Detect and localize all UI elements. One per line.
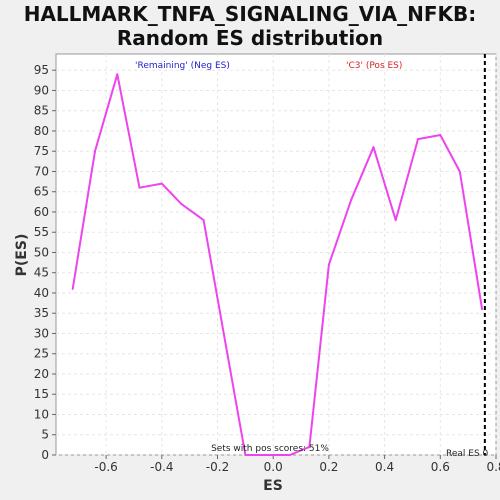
series-layer [71,73,484,456]
data-point [93,150,96,153]
y-tick-label: 55 [34,225,49,239]
y-tick-label: 70 [34,164,49,178]
y-tick-label: 50 [34,245,49,259]
data-point [202,219,205,222]
data-point [417,138,420,141]
x-tick-label: 0.2 [319,460,338,474]
data-point [481,308,484,311]
data-point [372,146,375,149]
y-tick-label: 45 [34,266,49,280]
data-point [138,186,141,189]
y-axis-ticks: 0 5 10 15 20 25 30 35 40 45 50 55 60 65 70 75 80 85 90 95 [34,63,56,462]
x-tick-label: -0.6 [94,460,117,474]
y-tick-label: 30 [34,326,49,340]
y-tick-label: 10 [34,407,49,421]
x-tick-label: -0.2 [206,460,229,474]
x-axis-ticks: -0.6 -0.4 -0.2 0.0 0.2 0.4 0.6 0.8 [94,455,500,474]
series-line-0 [71,73,484,456]
x-tick-label: 0.8 [486,460,500,474]
data-point [266,454,269,456]
chart-title-line1: HALLMARK_TNFA_SIGNALING_VIA_NFKB: [23,2,477,26]
x-tick-label: 0.4 [375,460,394,474]
y-tick-label: 65 [34,185,49,199]
data-point [180,202,183,205]
data-point [71,287,74,290]
data-point [244,454,247,456]
x-tick-label: 0.6 [431,460,450,474]
y-tick-label: 0 [41,448,49,462]
y-tick-label: 20 [34,367,49,381]
data-point [224,344,227,347]
y-tick-label: 15 [34,387,49,401]
x-tick-label: -0.4 [150,460,173,474]
neg-es-label: 'Remaining' (Neg ES) [135,61,230,71]
y-axis-title: P(ES) [14,234,30,277]
y-tick-label: 90 [34,83,49,97]
chart-title-line2: Random ES distribution [116,26,384,50]
data-point [327,263,330,266]
data-point [350,198,353,201]
data-point [394,219,397,222]
data-point [308,445,311,448]
data-point [458,170,461,173]
chart-title: HALLMARK_TNFA_SIGNALING_VIA_NFKB: Random… [0,2,500,50]
grid [56,54,497,456]
data-point [439,134,442,137]
x-axis-title: ES [263,478,283,494]
data-point [288,454,291,456]
y-tick-label: 35 [34,306,49,320]
y-tick-label: 25 [34,347,49,361]
x-tick-label: 0.0 [264,460,283,474]
y-tick-label: 5 [41,428,49,442]
real-es-label: Real ES 0 [446,449,489,459]
y-tick-label: 80 [34,124,49,138]
y-tick-label: 40 [34,286,49,300]
y-tick-label: 85 [34,104,49,118]
y-tick-label: 75 [34,144,49,158]
footnote-pos-scores: Sets with pos scores: 51% [211,444,329,454]
data-point [160,182,163,185]
y-tick-label: 60 [34,205,49,219]
y-tick-label: 95 [34,63,49,77]
data-point [116,73,119,76]
plot-area [55,53,497,456]
pos-es-label: 'C3' (Pos ES) [346,61,402,71]
